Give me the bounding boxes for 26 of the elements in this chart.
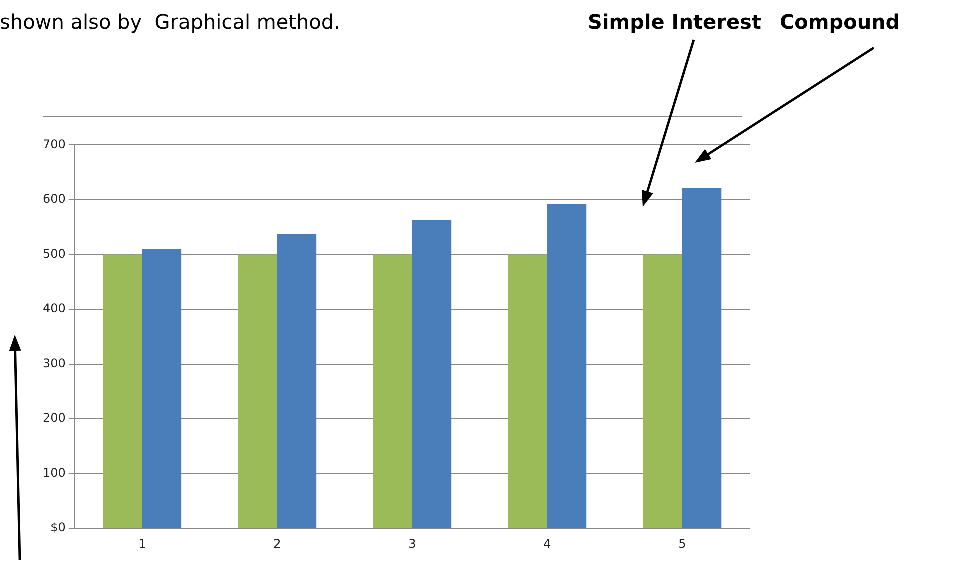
bar — [643, 254, 682, 528]
bar — [682, 188, 722, 528]
y-tick-label: 400 — [43, 302, 66, 316]
bar — [412, 220, 452, 528]
x-tick-label: 4 — [544, 536, 552, 551]
bar — [277, 234, 317, 528]
bar — [238, 254, 278, 528]
y-tick-label: $0 — [50, 520, 66, 535]
y-tick-label: 500 — [43, 246, 66, 261]
y-tick-label: 700 — [43, 137, 66, 152]
bar — [508, 254, 548, 528]
bar — [373, 254, 412, 528]
x-tick-label: 1 — [138, 536, 146, 551]
x-tick-label: 2 — [274, 536, 282, 551]
y-tick-label: 100 — [43, 466, 66, 480]
bar — [142, 249, 182, 528]
text: Compound — [780, 10, 900, 34]
y-tick-label: 200 — [43, 411, 66, 426]
text: Simple Interest — [588, 10, 762, 34]
y-tick-label: 300 — [43, 356, 66, 370]
y-tick-label: 600 — [43, 192, 66, 206]
x-tick-label: 3 — [408, 536, 416, 551]
bar — [103, 254, 142, 528]
chart-title: shown also by Graphical method. — [0, 10, 340, 34]
bar — [547, 204, 587, 528]
x-tick-label: 5 — [678, 536, 686, 551]
